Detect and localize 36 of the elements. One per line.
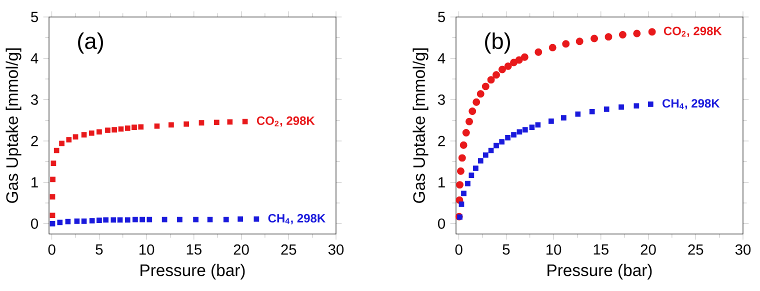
- x-tick-label: 25: [688, 244, 704, 255]
- x-tick-label: 10: [546, 244, 562, 255]
- y-tick-label: 3: [31, 94, 38, 105]
- y-axis-title: Gas Uptake [mmol/g]: [6, 48, 22, 203]
- x-tick-label: 30: [735, 244, 751, 255]
- x-tick-label: 0: [48, 244, 56, 255]
- y-tick-label: 2: [438, 136, 445, 146]
- y-tick-label: 5: [31, 12, 38, 22]
- series-label: CH$_{4}$, 298K: [662, 99, 720, 110]
- y-tick-label: 5: [438, 12, 445, 22]
- y-tick-label: 4: [30, 53, 38, 64]
- x-tick-label: 10: [140, 244, 154, 255]
- x-tick-label: 5: [502, 244, 510, 255]
- x-tick-label: 0: [455, 244, 462, 255]
- series-label: CH$_{4}$, 298K: [268, 214, 326, 224]
- x-tick-label: 15: [594, 244, 608, 255]
- x-tick-label: 30: [328, 244, 344, 255]
- x-tick-label: 25: [281, 244, 296, 255]
- annotation: (b): [485, 32, 510, 54]
- y-tick-label: 3: [438, 94, 445, 105]
- annotation: (a): [78, 32, 103, 54]
- x-axis-title: Pressure (bar): [140, 264, 245, 280]
- y-tick-label: 0: [31, 218, 38, 229]
- series-label: CO$_{2}$, 298K: [256, 116, 315, 127]
- x-tick-label: 20: [640, 244, 656, 255]
- y-axis-title: Gas Uptake [mmol/g]: [412, 48, 428, 203]
- x-tick-label: 15: [186, 244, 202, 255]
- y-tick-label: 1: [438, 177, 445, 188]
- y-tick-label: 1: [32, 177, 38, 188]
- series-label: CO$_{2}$, 298K: [664, 26, 722, 37]
- y-tick-label: 4: [438, 53, 446, 64]
- x-axis-title: Pressure (bar): [548, 264, 652, 280]
- x-tick-label: 20: [234, 244, 249, 255]
- y-tick-label: 2: [31, 136, 38, 146]
- y-tick-label: 0: [438, 218, 446, 229]
- x-tick-label: 5: [96, 244, 103, 255]
